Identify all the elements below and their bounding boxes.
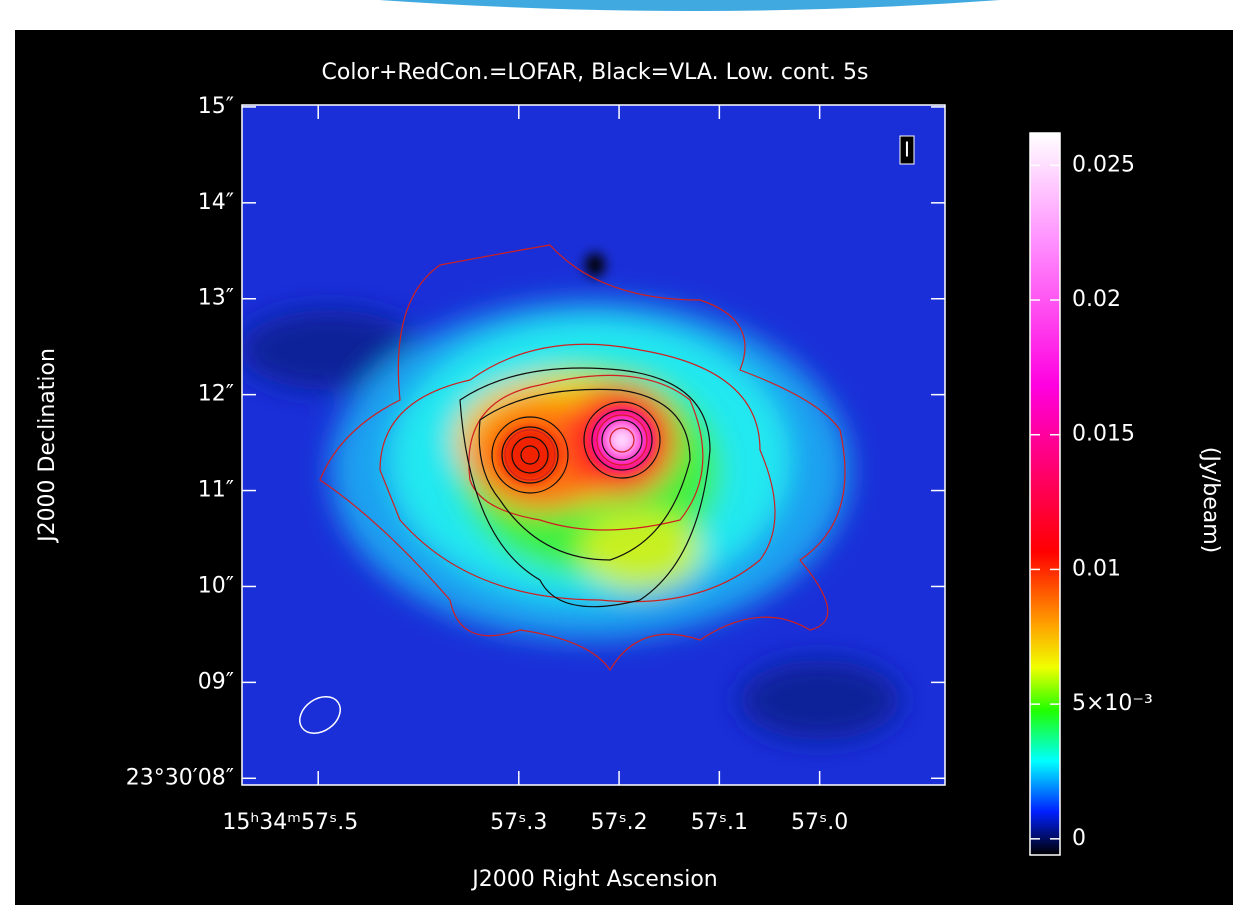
emission: [242, 300, 900, 740]
slide-swoosh: [380, 0, 1000, 11]
colorbar-tick-label: 5×10⁻³: [1072, 691, 1153, 716]
x-axis-label: J2000 Right Ascension: [470, 867, 717, 892]
y-tick-label: 10″: [198, 573, 234, 598]
vla-contours: [459, 367, 711, 608]
y-axis-label: J2000 Declination: [35, 348, 60, 544]
colorbar-label: (Jy/beam): [1198, 447, 1223, 554]
colorbar-tick-label: 0.025: [1072, 152, 1135, 177]
y-tick-label: 11″: [198, 478, 234, 503]
x-tick-label: 15ʰ34ᵐ57ˢ.5: [222, 810, 358, 835]
stokes-label: I: [904, 138, 910, 162]
x-tick-label: 57ˢ.2: [590, 810, 647, 835]
lofar-contours: [319, 244, 846, 672]
y-tick-label: 23°30′08″: [126, 765, 234, 790]
x-tick-label: 57ˢ.1: [691, 810, 748, 835]
y-tick-label: 09″: [198, 669, 234, 694]
peaks: [500, 253, 652, 483]
x-tick-label: 57ˢ.3: [490, 810, 547, 835]
colorbar-tick-label: 0.02: [1072, 287, 1121, 312]
colorbar-tick-label: 0: [1072, 826, 1086, 851]
y-tick-label: 15″: [198, 94, 234, 119]
y-tick-label: 13″: [198, 286, 234, 311]
y-tick-label: 12″: [198, 382, 234, 407]
plot-frame: [241, 104, 946, 786]
colorbar-tick-label: 0.01: [1072, 556, 1121, 581]
chart-title: Color+RedCon.=LOFAR, Black=VLA. Low. con…: [322, 60, 869, 85]
radio-image: [242, 105, 945, 785]
beam-ellipse: [299, 696, 341, 734]
stokes-box: [899, 135, 915, 165]
colorbar: [1029, 132, 1061, 856]
y-tick-label: 14″: [198, 190, 234, 215]
slide-header: [0, 0, 1233, 30]
x-tick-label: 57ˢ.0: [791, 810, 848, 835]
colorbar-tick-label: 0.015: [1072, 422, 1135, 447]
